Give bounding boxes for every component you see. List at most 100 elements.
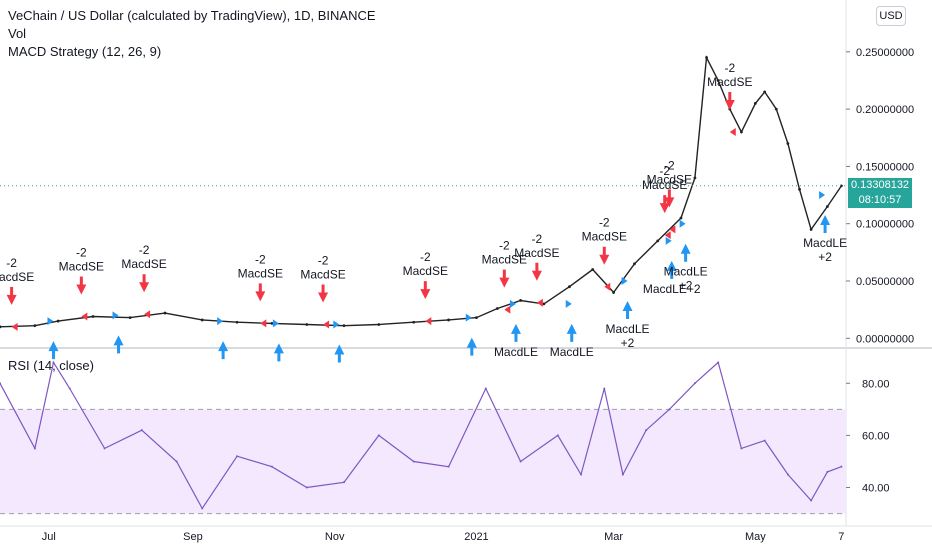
time-tick-label: Sep — [183, 531, 203, 543]
short-signal-arrow — [531, 262, 542, 281]
short-signal-label: MacdSE — [238, 266, 283, 280]
time-tick-label: Nov — [325, 531, 345, 543]
long-signal-label: MacdLE+2 — [643, 282, 701, 296]
price-point — [693, 176, 697, 180]
price-point — [128, 316, 132, 320]
rsi-point — [270, 465, 273, 468]
long-entry-marker — [333, 320, 340, 329]
long-entry-marker — [509, 299, 516, 308]
short-entry-marker — [729, 128, 736, 137]
currency-button[interactable]: USD — [876, 6, 906, 26]
long-entry-marker — [112, 311, 119, 320]
price-point — [679, 216, 683, 220]
short-signal-label: MacdSE — [403, 264, 448, 278]
chart-title: VeChain / US Dollar (calculated by Tradi… — [8, 8, 376, 23]
long-signal-arrow — [680, 243, 691, 262]
price-point — [412, 320, 416, 324]
long-entry-marker — [665, 236, 672, 245]
short-signal-arrow — [76, 276, 87, 295]
rsi-point — [556, 434, 559, 437]
price-point — [568, 285, 571, 289]
short-signal-arrow — [255, 283, 266, 302]
long-signal-arrow — [48, 341, 59, 360]
price-point — [656, 239, 660, 243]
short-signal-qty: -2 — [599, 216, 610, 230]
long-signal-arrow — [466, 337, 477, 356]
long-signal-arrow — [622, 300, 633, 319]
short-signal-arrow — [599, 246, 610, 265]
price-point — [716, 79, 720, 82]
price-point — [33, 324, 37, 328]
strategy-legend: MACD Strategy (12, 26, 9) — [8, 44, 162, 59]
last-price-value: 0.13308132 — [850, 179, 910, 191]
price-tick-label: 0.15000000 — [856, 161, 914, 173]
time-tick-label: 2021 — [464, 531, 488, 543]
price-point — [270, 321, 274, 325]
price-point — [786, 142, 790, 145]
long-signal-qty: +2 — [818, 250, 832, 264]
price-point — [163, 311, 167, 315]
short-signal-qty: -2 — [139, 243, 150, 257]
rsi-point — [68, 387, 71, 390]
short-signal-arrow — [664, 189, 675, 208]
price-point — [56, 319, 60, 323]
rsi-point — [621, 473, 624, 476]
short-entry-marker — [323, 320, 330, 329]
rsi-legend: RSI (14, close) — [8, 358, 94, 373]
short-signal-label: MacdSE — [642, 178, 687, 192]
rsi-point — [175, 460, 178, 463]
long-signal-arrow — [334, 344, 345, 363]
short-signal-qty: -2 — [659, 164, 670, 178]
rsi-point — [717, 361, 720, 364]
price-point — [200, 318, 204, 322]
short-signal-arrow — [139, 274, 150, 293]
rsi-point — [740, 447, 743, 450]
rsi-point — [786, 473, 789, 476]
price-point — [447, 318, 450, 322]
long-signal-arrow — [273, 343, 284, 362]
short-signal-arrow — [499, 269, 510, 288]
price-point — [774, 107, 778, 111]
time-tick-label: 7 — [838, 531, 844, 543]
rsi-tick-label: 80.00 — [862, 378, 890, 390]
price-point — [705, 56, 708, 59]
time-tick-label: Mar — [604, 531, 623, 543]
price-tick-label: 0.25000000 — [856, 47, 914, 59]
rsi-tick-label: 60.00 — [862, 430, 890, 442]
rsi-point — [201, 507, 204, 510]
long-entry-marker — [465, 313, 472, 322]
rsi-point — [140, 429, 143, 432]
long-entry-marker — [47, 317, 54, 326]
volume-legend: Vol — [8, 26, 27, 41]
price-point — [542, 302, 546, 306]
short-signal-label: MacdSE — [59, 260, 104, 274]
short-signal-qty: -2 — [532, 232, 543, 246]
rsi-point — [484, 387, 487, 390]
bar-countdown: 08:10:57 — [858, 194, 902, 206]
last-price-tag: 0.13308132 08:10:57 — [848, 178, 912, 208]
long-signal-arrow — [218, 341, 229, 360]
short-entry-marker — [604, 282, 611, 291]
long-signal-label: MacdLE — [803, 236, 847, 250]
long-signal-arrow — [113, 335, 124, 354]
rsi-point — [447, 465, 450, 468]
short-signal-arrow — [420, 281, 431, 300]
price-point — [342, 324, 346, 328]
rsi-point — [103, 447, 106, 450]
price-point — [591, 268, 595, 271]
rsi-point — [693, 382, 696, 385]
short-entry-marker — [504, 305, 511, 314]
short-signal-arrow — [318, 284, 329, 303]
rsi-point — [840, 465, 843, 468]
price-tick-label: 0.20000000 — [856, 104, 914, 116]
price-point — [235, 320, 239, 324]
short-signal-label: MacdSE — [514, 246, 559, 260]
price-point — [377, 323, 381, 326]
short-signal-label: MacdSE — [582, 230, 627, 244]
rsi-point — [305, 486, 308, 489]
short-signal-arrow — [6, 286, 17, 305]
rsi-point — [0, 382, 1, 385]
short-entry-marker — [11, 322, 18, 331]
rsi-point — [603, 387, 606, 390]
